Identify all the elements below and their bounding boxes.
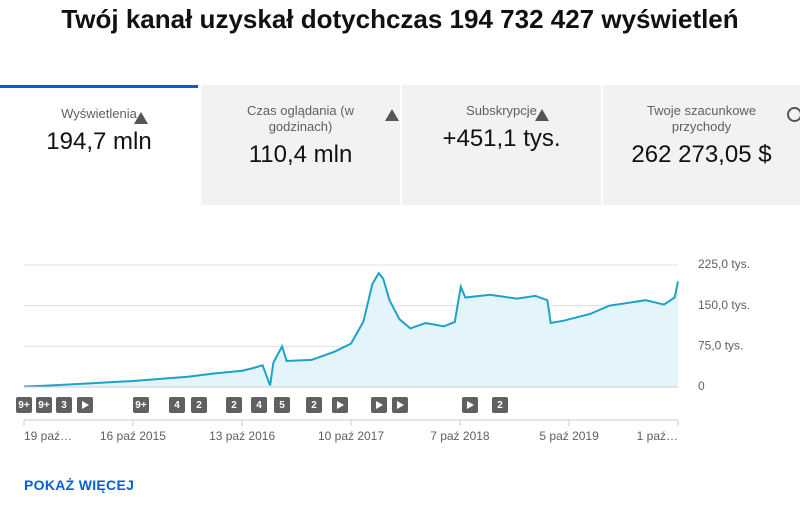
- tab-label: Subskrypcje: [466, 103, 537, 118]
- x-tick-label: 7 paź 2018: [430, 429, 490, 443]
- x-tick-label: 5 paź 2019: [539, 429, 599, 443]
- event-marker-label: 4: [174, 400, 180, 411]
- event-marker[interactable]: [274, 397, 290, 413]
- event-marker[interactable]: [191, 397, 207, 413]
- event-marker-label: 2: [231, 400, 237, 411]
- tab[interactable]: Subskrypcje +451,1 tys.: [400, 85, 601, 205]
- event-marker-label: 9+: [135, 400, 147, 411]
- event-marker-label: 5: [279, 400, 285, 411]
- tab[interactable]: Czas oglądania (w godzinach) 110,4 mln: [199, 85, 400, 205]
- tab[interactable]: Twoje szacunkowe przychody 262 273,05 $: [601, 85, 800, 205]
- x-tick-label: 16 paź 2015: [100, 429, 166, 443]
- area: [24, 273, 678, 387]
- x-tick-label: 13 paź 2016: [209, 429, 275, 443]
- show-more-button[interactable]: POKAŻ WIĘCEJ: [24, 477, 135, 493]
- tab-value: +451,1 tys.: [442, 125, 561, 152]
- event-marker[interactable]: [492, 397, 508, 413]
- event-marker-label: 4: [256, 400, 262, 411]
- event-marker[interactable]: [36, 397, 52, 413]
- event-marker[interactable]: [251, 397, 267, 413]
- event-marker[interactable]: [16, 397, 32, 413]
- y-tick-label: 0: [698, 379, 705, 393]
- y-tick-label: 225,0 tys.: [698, 257, 750, 271]
- event-marker[interactable]: [226, 397, 242, 413]
- tab-label: Wyświetlenia: [61, 106, 137, 121]
- line: [23, 271, 679, 388]
- x-tick-label: 19 paź…: [24, 429, 72, 443]
- event-marker-label: 3: [61, 400, 67, 411]
- play-icon: [82, 401, 89, 409]
- play-icon: [467, 401, 474, 409]
- x-tick-label: 10 paź 2017: [318, 429, 384, 443]
- tab-value: 110,4 mln: [248, 141, 353, 168]
- event-marker[interactable]: [169, 397, 185, 413]
- event-marker-label: 9+: [38, 400, 50, 411]
- event-marker[interactable]: [56, 397, 72, 413]
- warning-icon: [134, 112, 148, 124]
- tab[interactable]: Wyświetlenia 194,7 mln: [0, 85, 198, 205]
- y-tick-label: 75,0 tys.: [698, 339, 743, 353]
- warning-icon: [535, 109, 549, 121]
- tab-label: Czas oglądania (w godzinach): [247, 103, 354, 134]
- clock-icon: [787, 107, 800, 122]
- page-title: Twój kanał uzyskał dotychczas 194 732 42…: [61, 4, 739, 34]
- tab-value: 262 273,05 $: [631, 141, 772, 168]
- tab-value: 194,7 mln: [46, 128, 152, 155]
- play-icon: [376, 401, 383, 409]
- event-marker[interactable]: [306, 397, 322, 413]
- y-tick-label: 150,0 tys.: [698, 298, 750, 312]
- event-marker[interactable]: [133, 397, 149, 413]
- event-marker-label: 2: [497, 400, 503, 411]
- event-marker-label: 2: [196, 400, 202, 411]
- x-tick-label: 1 paź…: [637, 429, 678, 443]
- event-marker-label: 9+: [18, 400, 30, 411]
- tab-label: Twoje szacunkowe przychody: [646, 103, 757, 134]
- play-icon: [397, 401, 404, 409]
- warning-icon: [385, 109, 399, 121]
- event-marker-label: 2: [311, 400, 317, 411]
- play-icon: [337, 401, 344, 409]
